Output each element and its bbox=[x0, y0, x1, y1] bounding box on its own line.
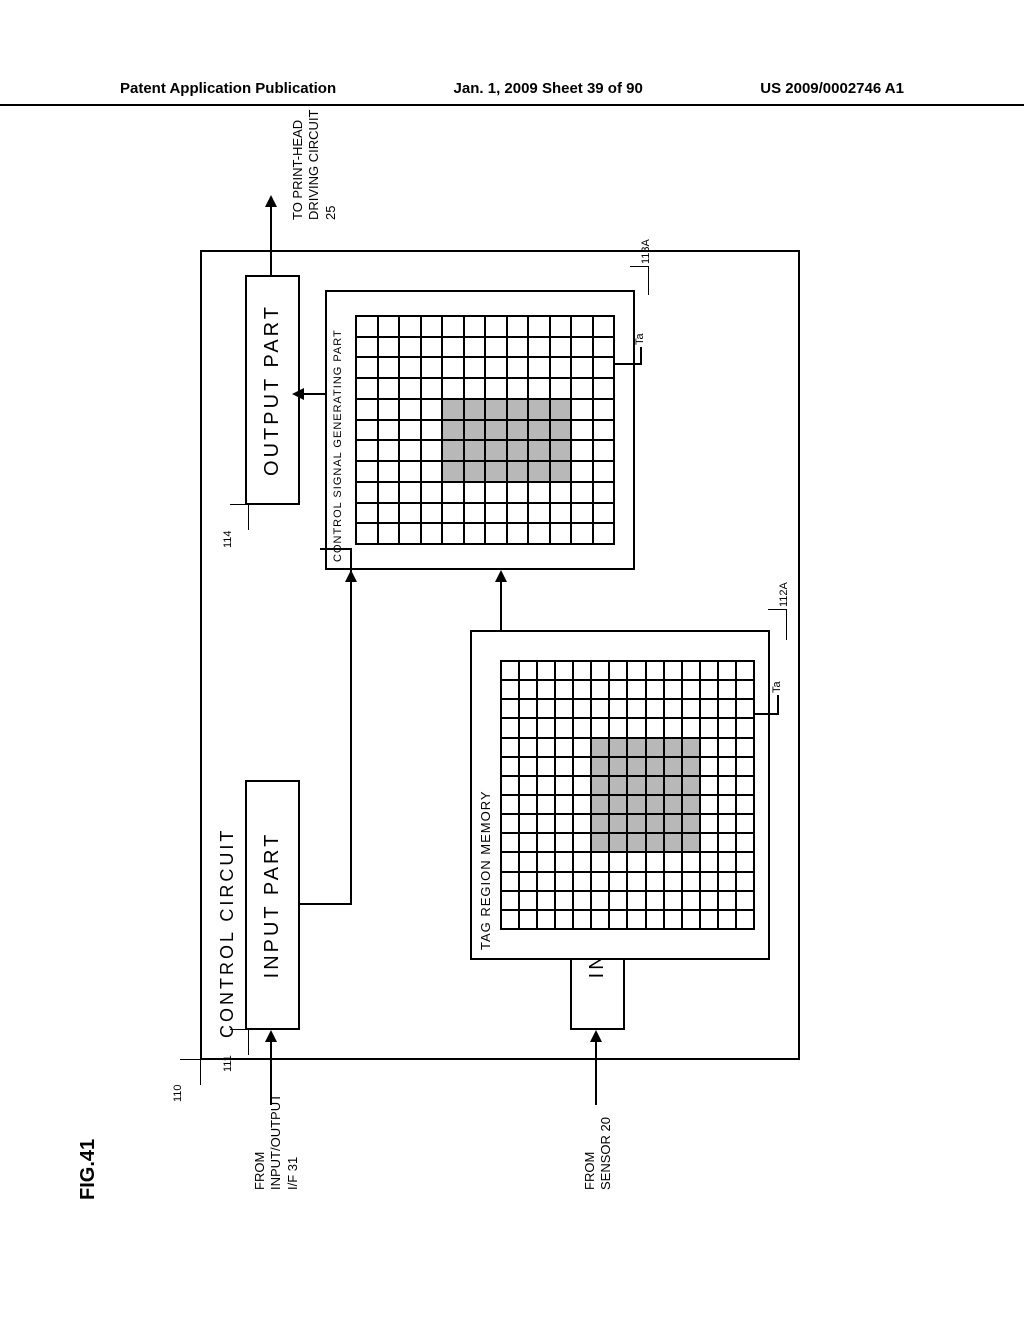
arrow-output-to-printhead bbox=[270, 205, 272, 275]
ta-leader-tag bbox=[755, 713, 777, 715]
input-part-a-label: INPUT PART bbox=[261, 832, 284, 979]
input-part-a-box: INPUT PART bbox=[245, 780, 300, 1030]
arrow-sensor-to-inputB bbox=[595, 1040, 597, 1105]
control-circuit-label: CONTROL CIRCUIT bbox=[217, 828, 238, 1038]
figure-label: FIG.41 bbox=[77, 1139, 100, 1200]
control-signal-gen-label: CONTROL SIGNAL GENERATING PART bbox=[332, 329, 344, 562]
ref-leader-112a bbox=[768, 609, 787, 640]
tag-region-memory-label: TAG REGION MEMORY bbox=[478, 790, 493, 950]
arrow-csg-to-output bbox=[302, 393, 325, 395]
ref-114: 114 bbox=[222, 530, 234, 548]
ref-leader-114 bbox=[230, 504, 249, 530]
ref-112a: 112A bbox=[778, 582, 790, 607]
from-io-label: FROM INPUT/OUTPUT I/F 31 bbox=[252, 1105, 301, 1190]
ref-leader-111 bbox=[230, 1029, 249, 1055]
ref-ta-tag: Ta bbox=[771, 681, 783, 693]
output-part-label: OUTPUT PART bbox=[261, 304, 284, 476]
ta-leader-csg bbox=[615, 363, 640, 365]
diagram-rotated-container: CONTROL CIRCUIT 110 INPUT PART 111 INPUT… bbox=[170, 180, 890, 1160]
header-center: Jan. 1, 2009 Sheet 39 of 90 bbox=[454, 80, 643, 104]
ref-113a: 113A bbox=[640, 239, 652, 264]
tag-grid bbox=[500, 660, 755, 930]
ref-110: 110 bbox=[172, 1084, 184, 1102]
from-sensor-label: FROM SENSOR 20 bbox=[582, 1105, 615, 1190]
page-header: Patent Application Publication Jan. 1, 2… bbox=[0, 80, 1024, 106]
ref-leader-113a bbox=[630, 266, 649, 295]
ref-111: 111 bbox=[222, 1055, 234, 1072]
header-right: US 2009/0002746 A1 bbox=[760, 80, 904, 104]
arrow-tag-to-csg bbox=[500, 580, 502, 630]
to-printhead-label: TO PRINT-HEAD DRIVING CIRCUIT 25 bbox=[290, 100, 339, 220]
ref-ta-csg: Ta bbox=[634, 333, 646, 345]
diagram-area: FIG.41 CONTROL CIRCUIT 110 INPUT PART 11… bbox=[100, 160, 920, 1180]
csg-grid bbox=[355, 315, 615, 545]
ref-leader-110 bbox=[180, 1059, 201, 1085]
